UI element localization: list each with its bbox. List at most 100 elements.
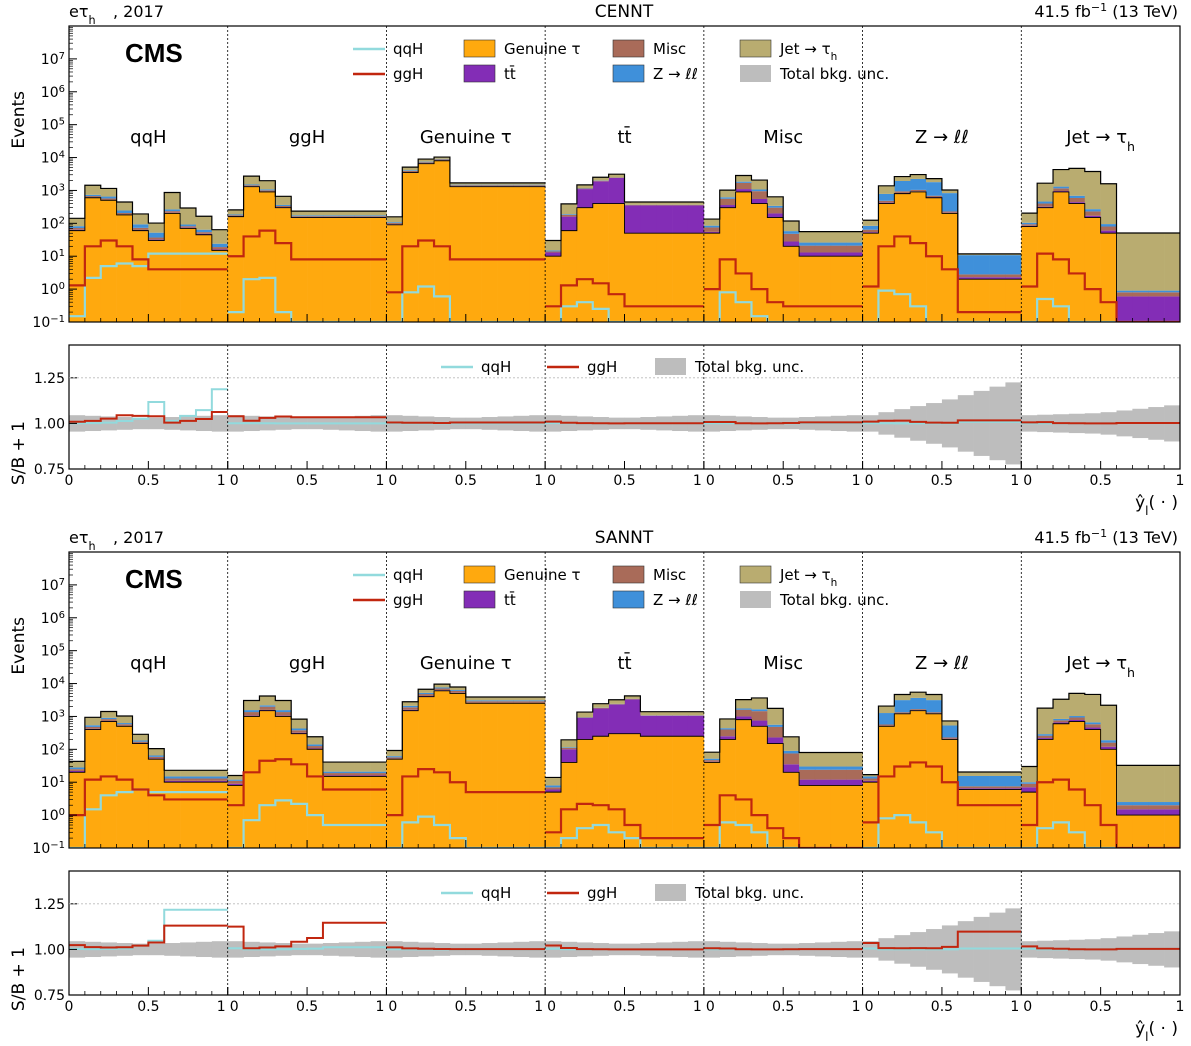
bar-zll — [545, 785, 562, 788]
ratio-y-tick-label: 1.00 — [34, 416, 65, 432]
bar-zll — [814, 242, 832, 246]
bar-zll — [846, 766, 863, 770]
ratio-ggH — [545, 944, 704, 951]
bar-genuine_tau — [1084, 729, 1101, 848]
bar-jet_tau — [576, 712, 594, 718]
series-qqH — [862, 814, 1022, 848]
bar-jet_tau — [862, 774, 879, 777]
bar-jet_tau — [687, 202, 705, 205]
bar-jet_tau — [148, 223, 165, 233]
series-ggH — [545, 278, 704, 308]
y-tick-label: 102 — [41, 741, 65, 759]
total-outline — [862, 691, 1022, 776]
bar-genuine_tau — [132, 230, 149, 322]
bar-misc — [370, 773, 387, 776]
bar-jet_tau — [402, 167, 419, 171]
bar-misc — [116, 213, 133, 215]
bar-genuine_tau — [69, 772, 86, 848]
series-ggH — [703, 258, 863, 308]
bar-zll — [941, 725, 959, 738]
bar-zll — [227, 779, 244, 781]
bar-genuine_tau — [1100, 233, 1117, 322]
bar-jet_tau — [1037, 183, 1054, 202]
ratio-y-tick-label: 0.75 — [34, 988, 65, 1004]
bar-ttbar — [957, 277, 974, 280]
unc-band — [322, 943, 340, 956]
ratio-ggH — [227, 921, 387, 950]
bar-misc — [275, 712, 292, 716]
bar-genuine_tau — [529, 703, 546, 848]
bar-zll — [1005, 255, 1022, 275]
bar-jet_tau — [69, 761, 86, 768]
bar-zll — [926, 182, 943, 196]
bar-ttbar — [1037, 738, 1054, 740]
bar-misc — [259, 706, 276, 710]
bar-ttbar — [545, 252, 562, 257]
bar-misc — [449, 185, 467, 187]
bar-jet_tau — [180, 208, 197, 225]
bar-genuine_tau — [989, 789, 1006, 848]
bar-jet_tau — [957, 253, 974, 256]
ratio-legend-label-ggH: ggH — [587, 358, 617, 376]
ratio-ggH — [703, 947, 863, 951]
x-tick-label: 0.5 — [296, 999, 318, 1015]
bar-zll — [1037, 734, 1054, 736]
x-tick-label: 0.5 — [772, 999, 794, 1015]
bar-zll — [989, 775, 1006, 787]
x-tick-label: 1 — [534, 999, 543, 1015]
bar-genuine_tau — [449, 186, 467, 322]
bar-ttbar — [640, 205, 657, 234]
bar-misc — [100, 719, 117, 721]
bar-genuine_tau — [465, 186, 482, 322]
channel-label: eτh — [69, 2, 96, 27]
bar-ttbar — [735, 716, 752, 720]
bar-jet_tau — [1021, 766, 1038, 783]
bar-zll — [164, 209, 181, 212]
bar-misc — [1005, 274, 1022, 278]
x-tick-label: 0.5 — [296, 473, 318, 489]
ratio-legend-label-qqH: qqH — [481, 358, 511, 376]
bar-genuine_tau — [322, 776, 340, 848]
bar-ttbar — [1148, 296, 1165, 322]
bar-misc — [910, 709, 927, 711]
y-tick-label: 104 — [41, 675, 65, 693]
bar-misc — [386, 223, 403, 225]
bar-misc — [132, 227, 149, 230]
bar-jet_tau — [973, 771, 990, 776]
bar-ttbar — [735, 189, 752, 192]
bar-misc — [719, 198, 736, 206]
bar-jet_tau — [1116, 232, 1133, 291]
bar-zll — [307, 744, 324, 747]
bar-genuine_tau — [957, 789, 974, 848]
bar-jet_tau — [814, 752, 832, 767]
category-label: Misc — [763, 127, 803, 148]
bar-jet_tau — [1100, 183, 1117, 225]
bar-jet_tau — [1068, 693, 1086, 717]
bar-genuine_tau — [989, 279, 1006, 322]
year-label: , 2017 — [113, 2, 164, 21]
bar-genuine_tau — [799, 256, 816, 322]
bar-misc — [243, 185, 260, 187]
bar-jet_tau — [307, 211, 324, 216]
bar-genuine_tau — [941, 213, 959, 322]
bar-jet_tau — [402, 701, 419, 706]
category-label: tt̄ — [617, 126, 631, 148]
bar-jet_tau — [497, 697, 514, 701]
bar-genuine_tau — [69, 230, 86, 322]
bar-misc — [307, 216, 324, 218]
bar-jet_tau — [211, 770, 229, 777]
bar-jet_tau — [624, 695, 641, 699]
bar-zll — [195, 776, 213, 779]
bar-ttbar — [1068, 202, 1086, 204]
bar-genuine_tau — [497, 703, 514, 848]
x-tick-label: 1 — [376, 473, 385, 489]
category-label: qqH — [130, 127, 166, 148]
bar-genuine_tau — [561, 230, 578, 322]
bar-zll — [830, 242, 847, 246]
bar-ttbar — [799, 779, 816, 786]
bar-ttbar — [672, 205, 689, 234]
total-outline — [862, 173, 1022, 255]
channel-label: eτh — [69, 528, 96, 553]
unc-band — [989, 386, 1006, 461]
bar-jet_tau — [926, 694, 943, 701]
